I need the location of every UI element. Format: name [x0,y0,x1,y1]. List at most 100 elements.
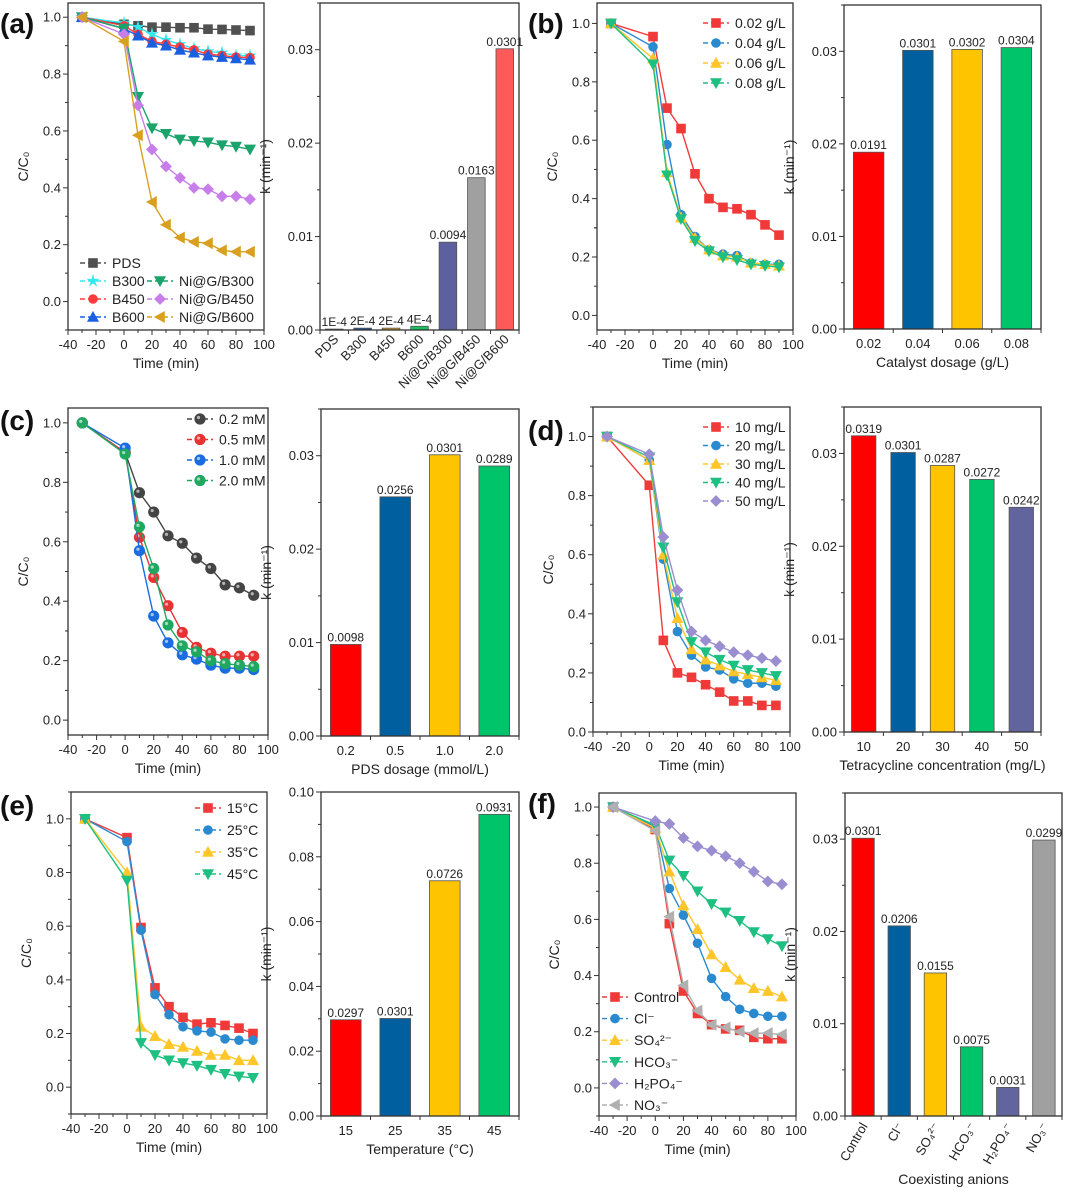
data-point [705,899,718,911]
data-point [243,53,257,65]
y-tick-label: 0.6 [568,547,586,562]
x-tick-label: -20 [90,1121,109,1136]
y-tick-label: 0.0 [572,308,590,323]
data-point [219,658,231,670]
bar-value-label: 0.0319 [845,422,882,436]
bar [1032,839,1056,1117]
legend-entry: 0.06 g/L [703,55,786,71]
data-point [78,814,92,825]
legend-label: Ni@G/B450 [179,291,254,307]
y-tick-label: 0.02 [812,136,837,151]
y-tick-label: 0.0 [43,713,61,728]
legend-entry: H₂PO₄⁻ [602,1075,683,1091]
legend-marker [86,273,100,287]
legend-entry: 35°C [195,844,258,860]
data-point [164,1009,174,1020]
x-category-label: 2.0 [485,743,503,758]
data-point [122,836,132,847]
legend-entry: 0.08 g/L [703,75,786,91]
y-tick-label: 0.6 [46,919,64,934]
y-tick-label: 0.2 [568,665,586,680]
legend-label: H₂PO₄⁻ [634,1075,683,1091]
y-tick-label: 0.4 [574,968,592,983]
y-axis-title: k (min⁻¹) [257,139,273,194]
x-category-label: 40 [975,739,989,754]
y-tick-label: 0.01 [813,1016,838,1031]
y-tick-label: 0.2 [46,1026,64,1041]
sphere-highlight [164,621,169,626]
legend-label: 50 mg/L [735,493,786,509]
x-category-label: 0.06 [954,336,979,351]
data-point [733,973,746,985]
y-tick-label: 0.2 [43,237,61,252]
legend-label: NO₃⁻ [634,1097,668,1113]
data-point [719,1021,731,1034]
legend-entry: 0.04 g/L [703,35,786,51]
line-chart: 0.0 0.2 0.4 0.6 0.8 1.0 C/C₀ -40 -20 0 20 40 60 80 100… [0,405,279,776]
y-tick-label: 0.10 [289,785,314,800]
bar-value-label: 1E-4 [322,315,348,329]
data-point [733,857,746,870]
sphere-highlight [196,415,201,420]
legend-marker [153,310,165,324]
data-point [173,134,187,146]
x-tick-label: 100 [779,739,801,754]
plot-frame [70,791,268,1115]
sphere-highlight [179,629,183,633]
legend-label: 0.2 mM [219,411,266,427]
legend-entry: Ni@G/B450 [147,291,254,307]
y-tick-label: 0.00 [289,729,314,744]
y-axis-title: C/C₀ [15,556,31,586]
x-axis-title: Time (min) [662,355,728,371]
bar [851,837,875,1117]
series-2 [601,430,782,686]
data-point [201,49,215,61]
plot-frame [596,2,794,331]
data-point [663,910,675,923]
y-tick-label: 0.01 [288,229,313,244]
data-point [206,1017,216,1028]
legend-marker [194,413,206,425]
data-point [220,1034,230,1044]
data-point [690,168,700,179]
legend-label: HCO₃⁻ [634,1054,678,1070]
legend-label: B600 [112,309,145,325]
legend-entry: 0.2 mM [187,411,266,427]
legend-label: 40 mg/L [735,475,786,491]
data-point [660,170,674,182]
y-tick-label: 0.06 [289,914,314,929]
data-point [134,1020,148,1032]
x-category-label: 0.02 [856,336,881,351]
x-category-label: 50 [1014,739,1028,754]
series-5 [76,11,256,206]
data-point [734,1004,745,1015]
x-tick-label: 0 [652,1123,659,1138]
y-axis-title: k (min⁻¹) [781,140,797,195]
data-point [746,209,756,220]
series-0 [606,18,784,240]
sphere-highlight [196,477,201,481]
bar [951,49,983,330]
bar-chart: 0.00 0.01 0.02 0.03 k (min⁻¹) 0.0098 0.2 0.0256… [258,408,520,777]
data-point [771,700,781,711]
x-axis-title: Time (min) [135,760,201,776]
bar-chart: 0.00 0.02 0.04 0.06 0.08 0.10 k (min⁻¹) 0.0297 1… [258,785,520,1157]
sphere-highlight [236,662,240,666]
bar [478,465,510,737]
y-tick-label: 0.0 [574,1080,592,1095]
bar-value-label: 0.0191 [850,138,887,152]
y-axis-title: C/C₀ [18,938,34,968]
data-point [187,136,201,148]
sphere-highlight [164,532,169,536]
sphere-highlight [179,540,183,544]
legend-label: SO₄²⁻ [634,1032,672,1048]
x-tick-label: 60 [730,337,744,352]
data-point [233,582,246,594]
data-point [218,1048,232,1060]
bar-value-label: 0.0031 [989,1073,1026,1087]
series-2 [607,800,788,1002]
data-point [648,31,658,42]
data-point [216,190,228,203]
x-tick-label: -20 [87,742,106,757]
